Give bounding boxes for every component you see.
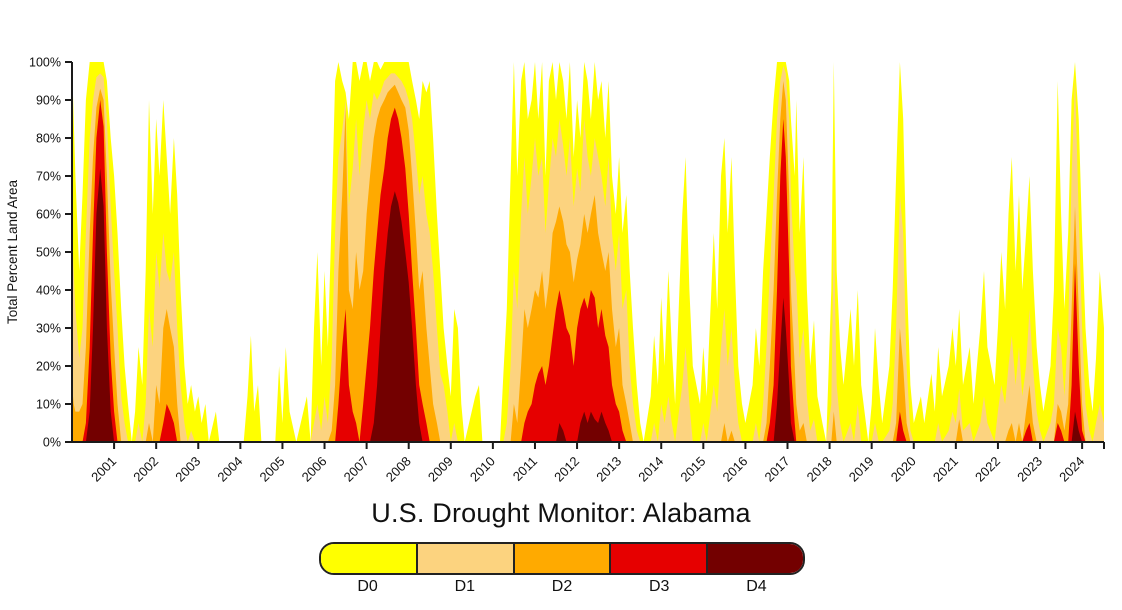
x-tick-label: 2007 — [341, 454, 372, 485]
area-D3 — [72, 100, 1104, 442]
legend-swatch-D2 — [512, 544, 610, 573]
area-D2 — [72, 81, 1104, 442]
x-tick-label: 2008 — [383, 454, 414, 485]
legend-swatch-D3 — [609, 544, 707, 573]
x-tick-label: 2024 — [1056, 454, 1087, 485]
legend-label-D4: D4 — [746, 578, 767, 595]
x-tick-label: 2001 — [88, 454, 119, 485]
legend-label-D0: D0 — [357, 578, 378, 595]
legend-color-bar — [319, 542, 805, 575]
y-tick-label: 20% — [36, 360, 61, 374]
y-tick-label: 60% — [36, 208, 61, 222]
legend-label-D1: D1 — [454, 578, 476, 595]
x-tick-label: 2023 — [1014, 454, 1045, 485]
y-tick-label: 80% — [36, 132, 61, 146]
drought-category-legend: D0 D1 D2 D3 D4 — [319, 542, 805, 596]
legend-labels: D0 D1 D2 D3 D4 — [319, 578, 805, 596]
x-tick-label: 2002 — [130, 454, 161, 485]
x-tick-label: 2003 — [172, 454, 203, 485]
x-tick-label: 2014 — [635, 454, 666, 485]
legend-swatch-D0 — [321, 544, 416, 573]
y-tick-label: 10% — [36, 398, 61, 412]
legend-label-D2: D2 — [551, 578, 573, 595]
y-tick-label: 0% — [43, 436, 61, 450]
legend-label-D3: D3 — [648, 578, 670, 595]
chart-title: U.S. Drought Monitor: Alabama — [371, 498, 751, 528]
x-tick-label: 2004 — [214, 454, 245, 485]
x-tick-label: 2017 — [762, 454, 793, 485]
x-tick-label: 2016 — [719, 454, 750, 485]
x-tick-label: 2005 — [257, 454, 288, 485]
y-tick-label: 100% — [29, 56, 61, 70]
x-tick-label: 2010 — [467, 454, 498, 485]
y-tick-label: 30% — [36, 322, 61, 336]
x-tick-label: 2020 — [888, 454, 919, 485]
y-tick-label: 40% — [36, 284, 61, 298]
x-tick-label: 2009 — [425, 454, 456, 485]
legend-swatch-D1 — [415, 544, 513, 573]
y-tick-label: 50% — [36, 246, 61, 260]
x-tick-label: 2021 — [930, 454, 961, 485]
x-tick-label: 2011 — [510, 454, 540, 484]
x-tick-label: 2019 — [846, 454, 877, 485]
y-tick-label: 90% — [36, 94, 61, 108]
y-axis-label: Total Percent Land Area — [5, 179, 20, 324]
x-tick-label: 2006 — [299, 454, 330, 485]
x-tick-label: 2022 — [972, 454, 1003, 485]
legend-swatch-D4 — [706, 544, 803, 573]
x-tick-label: 2012 — [551, 454, 582, 485]
y-tick-label: 70% — [36, 170, 61, 184]
x-tick-label: 2018 — [804, 454, 835, 485]
x-tick-label: 2013 — [593, 454, 624, 485]
x-tick-label: 2015 — [677, 454, 708, 485]
